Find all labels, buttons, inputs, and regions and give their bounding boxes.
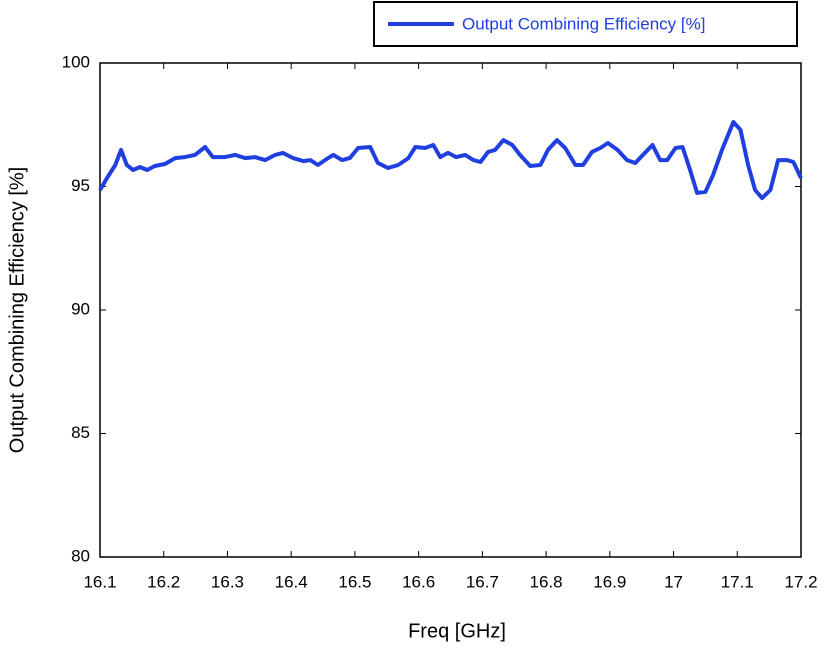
x-tick-label: 17.1: [721, 572, 754, 591]
x-tick-label: 16.7: [466, 572, 499, 591]
x-tick-label: 16.2: [147, 572, 180, 591]
x-tick-label: 16.9: [593, 572, 626, 591]
x-tick-label: 16.5: [338, 572, 371, 591]
data-line: [98, 120, 803, 201]
y-tick-label: 80: [71, 546, 90, 565]
x-tick-label: 16.1: [83, 572, 116, 591]
x-axis-label: Freq [GHz]: [408, 620, 506, 642]
y-tick-label: 85: [71, 423, 90, 442]
x-tick-label: 16.4: [275, 572, 308, 591]
x-tick-label: 17.2: [784, 572, 817, 591]
legend-label: Output Combining Efficiency [%]: [462, 14, 705, 33]
x-tick-label: 16.8: [530, 572, 563, 591]
y-tick-label: 90: [71, 299, 90, 318]
y-tick-label: 95: [71, 176, 90, 195]
x-tick-label: 16.6: [402, 572, 435, 591]
y-tick-label: 100: [62, 52, 90, 71]
plot-frame: [99, 62, 802, 558]
x-tick-label: 17: [664, 572, 683, 591]
x-tick-label: 16.3: [211, 572, 244, 591]
y-axis-label: Output Combining Efficiency [%]: [6, 167, 28, 453]
